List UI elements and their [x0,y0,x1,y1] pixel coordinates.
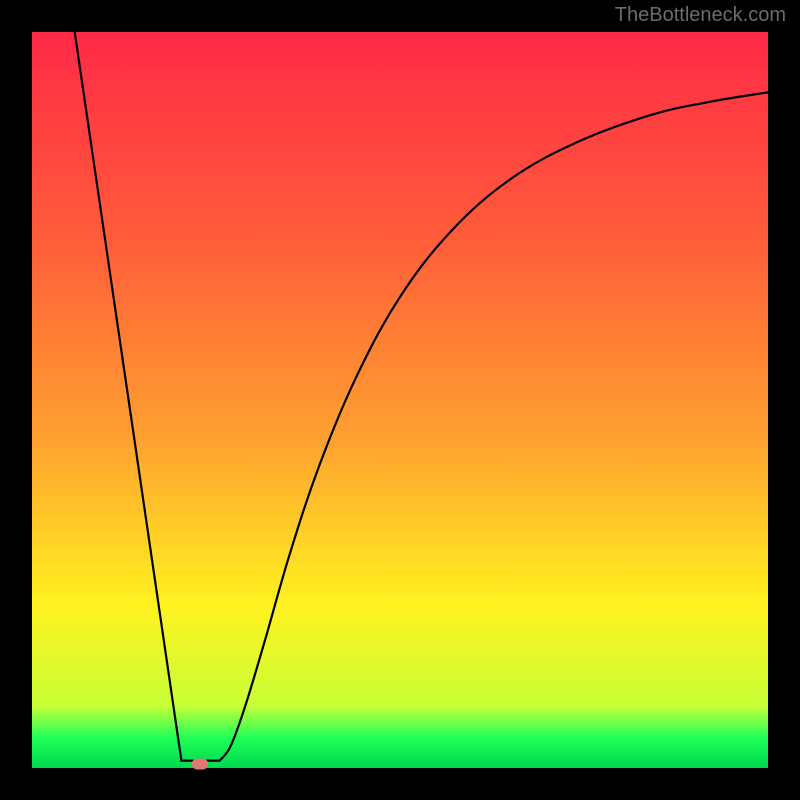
plot-area [32,32,768,768]
bottleneck-curve [32,32,768,768]
curve-path [75,32,768,761]
watermark-text: TheBottleneck.com [615,4,786,27]
optimum-marker [192,758,208,769]
chart-frame: TheBottleneck.com [0,0,800,800]
